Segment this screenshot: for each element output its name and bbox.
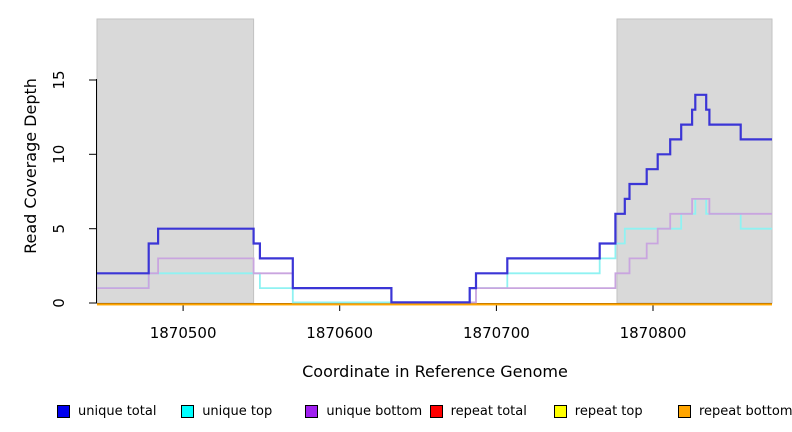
legend-label: unique total (78, 403, 157, 419)
legend-item-repeat-total: repeat total (429, 401, 527, 421)
legend-item-unique-top: unique top (181, 401, 272, 421)
series-lines (97, 93, 772, 306)
legend: unique total unique top unique bottom repea… (0, 401, 792, 423)
legend-label: unique bottom (326, 403, 423, 419)
x-tick-label: 1870500 (150, 324, 217, 342)
shaded-regions (96, 18, 773, 304)
y-tick-label: 15 (50, 70, 68, 89)
y-tick-label: 0 (50, 298, 68, 308)
legend-label: unique top (202, 403, 273, 419)
legend-swatch-unique-total (57, 404, 70, 418)
series-line-unique-total (97, 93, 772, 304)
x-tick-label: 1870700 (463, 324, 530, 342)
legend-item-unique-bottom: unique bottom (305, 401, 422, 421)
legend-item-repeat-bottom: repeat bottom (678, 401, 792, 421)
legend-swatch-repeat-total (429, 404, 443, 418)
shaded-region (616, 18, 773, 304)
legend-label: repeat top (574, 403, 643, 419)
legend-swatch-unique-bottom (305, 404, 319, 418)
x-axis-title: Coordinate in Reference Genome (302, 362, 568, 381)
x-tick-label: 1870600 (306, 324, 373, 342)
legend-swatch-unique-top (181, 404, 195, 418)
legend-item-repeat-top: repeat top (553, 401, 643, 421)
series-line-unique-bottom (97, 198, 772, 304)
y-tick-label: 5 (50, 224, 68, 234)
legend-label: repeat bottom (699, 403, 792, 419)
y-axis-title: Read Coverage Depth (21, 78, 40, 254)
legend-swatch-repeat-top (553, 404, 567, 418)
shaded-region (96, 18, 255, 304)
tick-labels: 1870500 1870600 1870700 1870800 0 5 10 15 (50, 70, 686, 342)
legend-label: repeat total (450, 403, 527, 419)
legend-swatch-repeat-bottom (678, 404, 691, 418)
legend-item-unique-total: unique total (57, 401, 156, 421)
x-tick-label: 1870800 (620, 324, 687, 342)
y-tick-label: 10 (50, 145, 68, 164)
